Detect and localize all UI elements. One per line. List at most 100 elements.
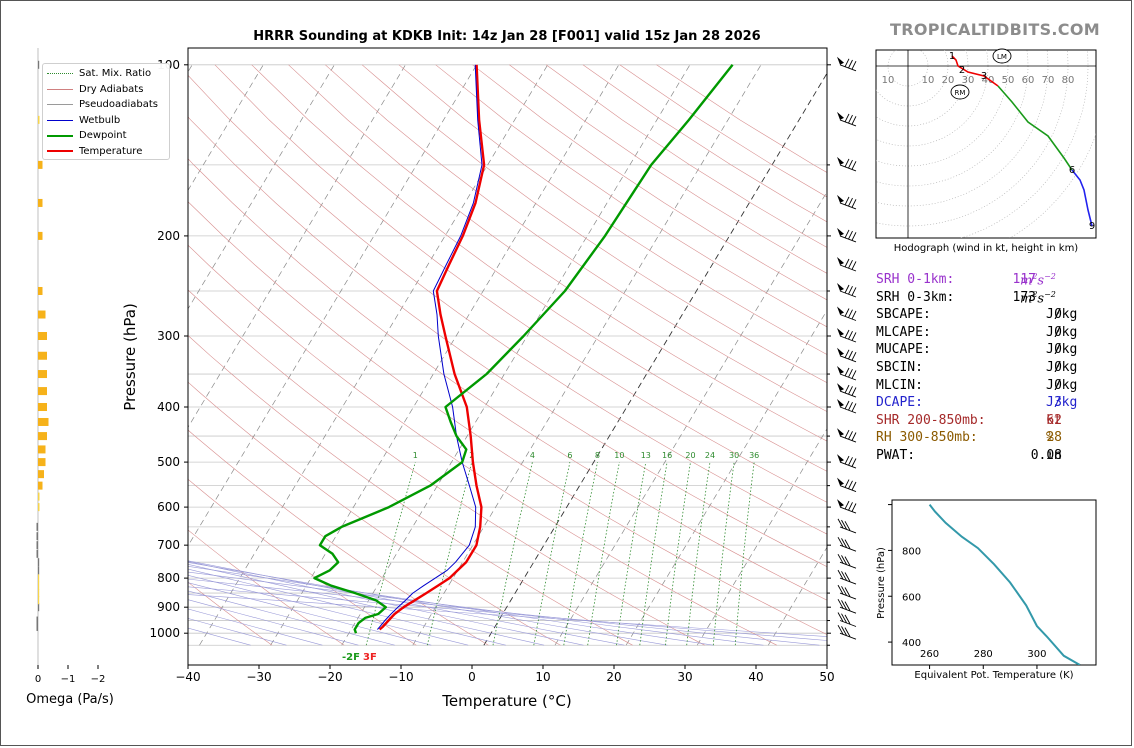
barb-flag — [837, 56, 844, 65]
barb-staff — [839, 235, 857, 243]
omega-bar — [36, 622, 38, 631]
dry-adiabat — [188, 429, 489, 646]
barb-feather — [848, 431, 853, 440]
legend-swatch — [47, 88, 73, 90]
mixing-ratio-line — [686, 462, 711, 646]
barb-feather — [848, 230, 853, 240]
barb-feather — [851, 261, 857, 270]
dry-adiabat — [472, 64, 827, 301]
barb-feather — [844, 429, 850, 439]
omega-bar — [38, 589, 40, 598]
skewt-xtick-label: −30 — [246, 670, 271, 684]
hodograph-frame — [875, 49, 1097, 239]
omega-bar — [38, 286, 43, 295]
pseudoadiabat — [188, 590, 395, 646]
legend-label: Wetbulb — [79, 114, 121, 126]
omega-bar — [38, 596, 40, 605]
barb-feather — [844, 572, 851, 582]
barb-feather — [844, 367, 850, 377]
series-dewpoint — [313, 64, 734, 634]
barb-feather — [837, 518, 844, 529]
wind-barb — [837, 569, 857, 585]
param-unit: J/kg — [1046, 324, 1078, 340]
param-label: RH 300-850mb: — [876, 430, 978, 446]
skewt-ytick-label: 500 — [157, 455, 180, 469]
theta-e-xlabel: Equivalent Pot. Temperature (K) — [914, 670, 1073, 681]
hodograph-panel: 10 10 20 30 40 50 60 70 80 12 3 6 9 LM RM — [875, 48, 1097, 239]
mixing-ratio-label: 30 — [729, 451, 739, 460]
barb-flag — [837, 366, 844, 374]
sfc-temp-label: 3F — [363, 652, 377, 663]
barb-feather — [841, 586, 847, 596]
skewt-plot-frame — [187, 47, 828, 666]
pseudoadiabat — [188, 594, 827, 637]
barb-feather — [848, 330, 853, 340]
hodograph-ring-label: 10 — [922, 75, 935, 86]
hodograph-ring-label: 10 — [882, 75, 895, 86]
barb-feather — [848, 285, 853, 295]
barb-staff — [839, 506, 857, 514]
skewt-xtick-label: 20 — [606, 670, 621, 684]
barb-feather — [841, 555, 847, 565]
omega-bar — [38, 417, 49, 426]
isotherm — [412, 64, 762, 646]
barb-feather — [841, 571, 847, 581]
param-label: MUCAPE: — [876, 342, 931, 358]
theta-e-panel: 260 280 300 400 600 800 — [888, 499, 1097, 669]
param-label: SHR 200-850mb: — [876, 412, 986, 428]
skewt-ylabel: Pressure (hPa) — [121, 303, 139, 411]
barb-feather — [837, 553, 844, 564]
barb-flag — [837, 383, 844, 392]
barb-feather — [844, 196, 850, 206]
param-label: MLCIN: — [876, 377, 923, 393]
barb-feather — [844, 158, 850, 168]
barb-flag — [837, 257, 844, 265]
omega-xtick-label: −2 — [91, 674, 106, 685]
param-value: 3 — [1054, 395, 1062, 411]
dry-adiabat — [188, 116, 827, 568]
legend-entry: Pseudoadiabats — [47, 97, 165, 113]
barb-feather — [844, 384, 850, 394]
theta-e-ytick-label: 800 — [902, 546, 921, 557]
wind-barb — [837, 553, 857, 569]
barb-staff — [839, 314, 857, 321]
isotherm — [188, 64, 406, 429]
mixing-ratio-label: 16 — [662, 451, 672, 460]
hodograph-height-label: 1 — [949, 51, 955, 62]
barb-flag — [837, 328, 844, 336]
param-row: SHR 200-850mb: 62 kt — [876, 413, 1106, 431]
isotherm — [188, 64, 477, 547]
omega-bar — [38, 60, 40, 69]
omega-bar — [38, 458, 46, 467]
barb-staff — [839, 485, 857, 493]
omega-bar — [38, 160, 43, 169]
omega-bar — [38, 231, 43, 240]
omega-bar — [38, 603, 40, 612]
param-row: MUCAPE: 0 J/kg — [876, 342, 1106, 360]
series-temperature — [378, 64, 486, 631]
mixing-ratio-label: 4 — [530, 451, 535, 460]
pseudoadiabat — [188, 560, 625, 646]
barb-flag — [837, 499, 844, 508]
omega-bar — [38, 331, 47, 340]
mixing-ratio-line — [734, 462, 755, 646]
barb-feather — [841, 600, 847, 610]
mixing-ratio-line — [616, 462, 647, 646]
omega-xtick-label: −1 — [61, 674, 76, 685]
dry-adiabat — [188, 289, 705, 646]
isotherm — [554, 191, 827, 646]
barb-flag — [837, 111, 844, 120]
barb-feather — [851, 161, 857, 170]
pseudoadiabat — [188, 578, 820, 646]
barb-feather — [851, 332, 857, 341]
hodograph-ring-label: 20 — [942, 75, 955, 86]
hodograph-height-label: 2 — [959, 65, 965, 76]
barb-feather — [848, 502, 853, 511]
barb-flag — [837, 306, 844, 315]
hodograph-ring-label: 70 — [1042, 75, 1055, 86]
pseudoadiabat — [188, 571, 764, 646]
legend-swatch — [47, 104, 73, 106]
skewt-axes: −40−30−20−100102030405010020030040050060… — [149, 58, 834, 684]
hodograph-height-label: 9 — [1089, 221, 1095, 232]
param-unit: kt — [1046, 412, 1062, 428]
